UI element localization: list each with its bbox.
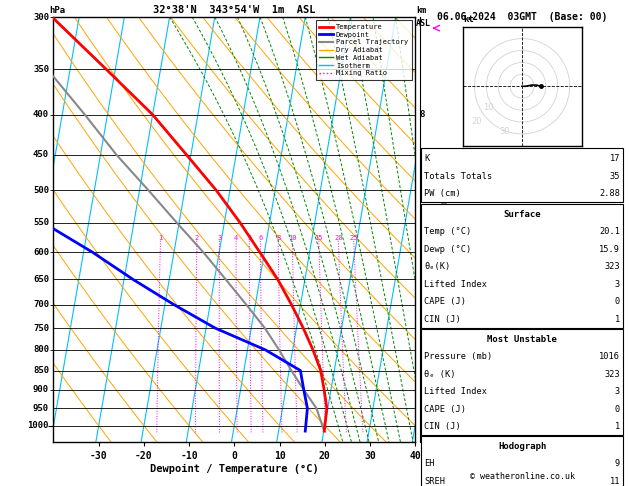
Text: 323: 323: [604, 262, 620, 271]
Text: 10: 10: [484, 103, 494, 112]
Text: 323: 323: [604, 369, 620, 379]
Text: 20: 20: [334, 235, 343, 241]
Text: 8: 8: [276, 235, 281, 241]
Text: Lifted Index: Lifted Index: [424, 279, 487, 289]
Title: 32°38'N  343°54'W  1m  ASL: 32°38'N 343°54'W 1m ASL: [153, 5, 316, 15]
Text: 700: 700: [33, 300, 49, 309]
Text: hPa: hPa: [49, 6, 65, 15]
Text: 2: 2: [420, 346, 425, 354]
Text: 17: 17: [610, 154, 620, 163]
Text: 450: 450: [33, 150, 49, 159]
Text: 3: 3: [218, 235, 221, 241]
Text: Dewp (°C): Dewp (°C): [424, 244, 471, 254]
Text: 35: 35: [610, 172, 620, 181]
Text: © weatheronline.co.uk: © weatheronline.co.uk: [470, 472, 574, 481]
Text: 1: 1: [420, 385, 425, 395]
Text: 9: 9: [615, 459, 620, 469]
Text: 2.88: 2.88: [599, 189, 620, 198]
Text: θₑ(K): θₑ(K): [424, 262, 450, 271]
Text: Hodograph: Hodograph: [498, 442, 546, 451]
Text: CAPE (J): CAPE (J): [424, 297, 466, 306]
Text: 1016: 1016: [599, 352, 620, 361]
Text: 4: 4: [234, 235, 238, 241]
Text: 1000: 1000: [28, 421, 49, 430]
Text: 20.1: 20.1: [599, 227, 620, 236]
Text: 15: 15: [314, 235, 323, 241]
Text: 500: 500: [33, 186, 49, 195]
Text: 0: 0: [615, 297, 620, 306]
Text: ASL: ASL: [416, 19, 431, 28]
Text: 1: 1: [159, 235, 162, 241]
X-axis label: Dewpoint / Temperature (°C): Dewpoint / Temperature (°C): [150, 464, 319, 474]
Text: 950: 950: [33, 404, 49, 413]
Text: 1: 1: [615, 422, 620, 431]
Text: 6: 6: [258, 235, 262, 241]
Text: CIN (J): CIN (J): [424, 314, 460, 324]
Text: Temp (°C): Temp (°C): [424, 227, 471, 236]
Text: 3: 3: [615, 387, 620, 396]
Text: 800: 800: [33, 346, 49, 354]
Legend: Temperature, Dewpoint, Parcel Trajectory, Dry Adiabat, Wet Adiabat, Isotherm, Mi: Temperature, Dewpoint, Parcel Trajectory…: [316, 20, 411, 80]
Text: 350: 350: [33, 65, 49, 74]
Text: 750: 750: [33, 324, 49, 332]
Text: kt: kt: [464, 16, 474, 24]
Text: Mixing Ratio (g/kg): Mixing Ratio (g/kg): [440, 182, 448, 277]
Text: Lifted Index: Lifted Index: [424, 387, 487, 396]
Text: 2: 2: [195, 235, 199, 241]
Text: 300: 300: [33, 13, 49, 21]
Text: 30: 30: [499, 127, 509, 136]
Text: EH: EH: [424, 459, 435, 469]
Text: 600: 600: [33, 248, 49, 257]
Text: Totals Totals: Totals Totals: [424, 172, 493, 181]
Text: 550: 550: [33, 218, 49, 227]
Text: Pressure (mb): Pressure (mb): [424, 352, 493, 361]
Text: 1: 1: [615, 314, 620, 324]
Text: 3: 3: [615, 279, 620, 289]
Text: 5: 5: [247, 235, 252, 241]
Text: CIN (J): CIN (J): [424, 422, 460, 431]
Text: K: K: [424, 154, 429, 163]
Text: LCL: LCL: [420, 407, 436, 417]
Text: 650: 650: [33, 275, 49, 284]
Text: SREH: SREH: [424, 477, 445, 486]
Text: PW (cm): PW (cm): [424, 189, 460, 198]
Text: 900: 900: [33, 385, 49, 395]
Text: θₑ (K): θₑ (K): [424, 369, 455, 379]
Text: 20: 20: [472, 118, 482, 126]
Text: 11: 11: [610, 477, 620, 486]
Text: Most Unstable: Most Unstable: [487, 334, 557, 344]
Text: Surface: Surface: [503, 209, 541, 219]
Text: 7: 7: [420, 150, 425, 159]
Text: 25: 25: [350, 235, 358, 241]
Text: 8: 8: [420, 110, 425, 119]
Text: 400: 400: [33, 110, 49, 119]
Text: 15.9: 15.9: [599, 244, 620, 254]
Text: km: km: [416, 6, 426, 15]
Text: CAPE (J): CAPE (J): [424, 404, 466, 414]
Text: 4: 4: [420, 248, 425, 257]
Text: 3: 3: [420, 300, 425, 309]
Text: 850: 850: [33, 366, 49, 375]
Text: 5: 5: [420, 218, 425, 227]
Text: 6: 6: [420, 186, 425, 195]
Text: 06.06.2024  03GMT  (Base: 00): 06.06.2024 03GMT (Base: 00): [437, 12, 607, 22]
Text: 10: 10: [288, 235, 296, 241]
Text: 0: 0: [615, 404, 620, 414]
